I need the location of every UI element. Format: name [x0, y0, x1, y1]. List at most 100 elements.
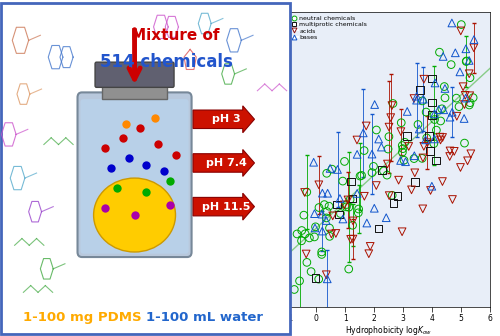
- Point: [453, 114, 461, 119]
- FancyArrow shape: [193, 193, 254, 220]
- Point: [455, 104, 463, 109]
- Point: [388, 193, 396, 198]
- Point: [300, 212, 308, 218]
- Point: [422, 137, 430, 142]
- Point: [370, 102, 378, 107]
- Point: [426, 188, 434, 193]
- Point: [394, 177, 402, 183]
- Point: [416, 126, 424, 132]
- Point: [346, 237, 354, 242]
- Point: [457, 28, 465, 34]
- Legend: neutral chemicals, multiprotic chemicals, acids, bases: neutral chemicals, multiprotic chemicals…: [290, 15, 368, 40]
- Point: [302, 251, 310, 257]
- Point: [389, 101, 397, 106]
- Point: [430, 113, 438, 118]
- Point: [403, 134, 411, 139]
- Point: [353, 191, 361, 196]
- Point: [384, 161, 392, 167]
- Point: [293, 231, 301, 237]
- Point: [441, 95, 449, 100]
- Text: Mixture of: Mixture of: [131, 28, 220, 43]
- Point: [348, 196, 356, 201]
- Point: [340, 159, 348, 164]
- Point: [464, 158, 471, 164]
- Point: [298, 228, 306, 233]
- Point: [436, 49, 444, 55]
- Point: [310, 160, 318, 165]
- Point: [324, 191, 332, 196]
- Point: [323, 209, 331, 214]
- Point: [324, 276, 332, 282]
- Point: [383, 172, 391, 178]
- Point: [326, 234, 334, 239]
- Point: [438, 179, 446, 184]
- Point: [366, 244, 374, 249]
- Point: [428, 113, 436, 118]
- Point: [378, 144, 386, 150]
- Point: [382, 215, 390, 220]
- Point: [425, 134, 433, 139]
- Text: pH 3: pH 3: [212, 114, 241, 124]
- Y-axis label: log$K_{PDMS/w}$ (neutral species): log$K_{PDMS/w}$ (neutral species): [254, 107, 268, 213]
- Point: [397, 129, 405, 134]
- Point: [314, 277, 322, 282]
- Point: [307, 269, 315, 274]
- Point: [374, 136, 382, 142]
- Point: [432, 158, 440, 163]
- Point: [353, 137, 361, 143]
- Point: [378, 167, 386, 173]
- Point: [394, 193, 402, 199]
- Point: [452, 95, 460, 101]
- Point: [342, 202, 350, 207]
- Point: [322, 215, 330, 221]
- Point: [398, 229, 406, 235]
- Point: [467, 151, 475, 157]
- Point: [470, 37, 478, 42]
- Point: [374, 226, 382, 232]
- Point: [336, 211, 344, 216]
- Point: [346, 197, 354, 202]
- Point: [399, 146, 407, 151]
- Point: [469, 95, 477, 100]
- Point: [353, 152, 361, 157]
- Point: [338, 178, 346, 184]
- Point: [336, 196, 344, 201]
- Point: [332, 231, 340, 236]
- Point: [328, 213, 336, 218]
- Point: [344, 197, 352, 203]
- Point: [372, 183, 380, 188]
- Point: [408, 187, 416, 193]
- Point: [310, 234, 318, 240]
- Point: [404, 144, 412, 149]
- FancyBboxPatch shape: [95, 62, 174, 87]
- Point: [462, 46, 470, 51]
- Point: [303, 190, 311, 195]
- Point: [452, 50, 460, 55]
- Point: [410, 156, 418, 161]
- Point: [419, 206, 427, 212]
- Point: [460, 102, 468, 107]
- Point: [322, 171, 330, 176]
- Point: [465, 71, 473, 77]
- Point: [333, 202, 341, 207]
- Point: [460, 140, 468, 146]
- Point: [310, 211, 318, 216]
- Point: [318, 252, 326, 257]
- Point: [385, 134, 393, 139]
- Point: [328, 232, 336, 237]
- Point: [446, 154, 454, 159]
- Point: [436, 134, 444, 140]
- Point: [418, 156, 426, 161]
- Point: [400, 158, 408, 163]
- Point: [385, 193, 393, 198]
- Point: [448, 197, 456, 202]
- Point: [359, 130, 367, 136]
- Point: [390, 200, 398, 206]
- Point: [420, 96, 428, 102]
- Point: [430, 111, 438, 117]
- Point: [356, 173, 364, 179]
- Point: [458, 22, 466, 27]
- Point: [410, 153, 418, 159]
- Point: [411, 170, 419, 175]
- Point: [368, 170, 376, 175]
